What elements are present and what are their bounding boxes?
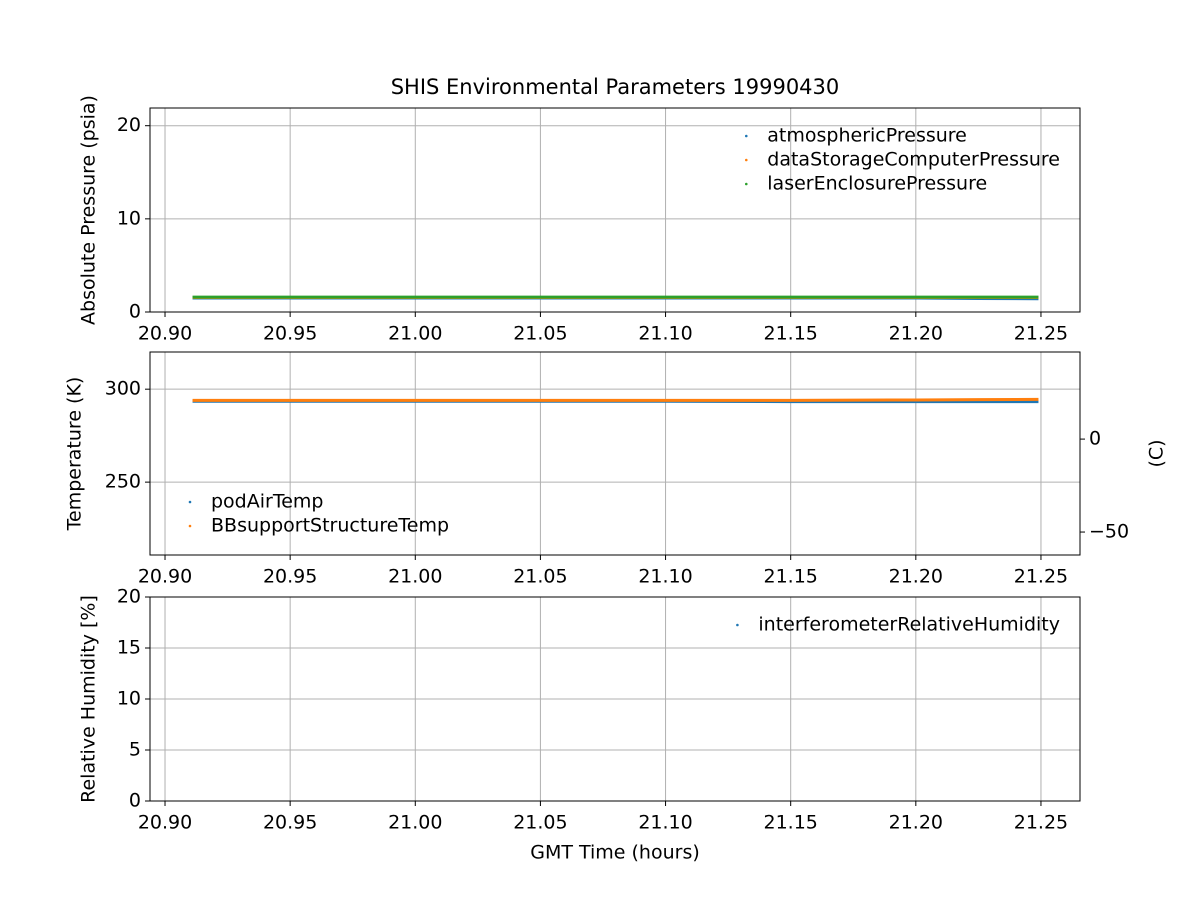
x-tick-label: 20.95 [263,566,317,588]
y-tick-label: 15 [117,637,141,659]
legend-marker [736,623,739,627]
y2-axis-label: (C) [1146,439,1168,467]
legend-marker [188,500,192,504]
x-tick-label: 20.90 [138,323,192,345]
x-tick-label: 21.00 [388,566,442,588]
x-tick-label: 21.05 [513,812,567,834]
x-tick-label: 21.05 [513,323,567,345]
x-tick-label: 21.00 [388,323,442,345]
x-tick-label: 21.15 [763,323,817,345]
y-tick-label: 20 [117,586,141,608]
legend-marker [744,158,748,162]
legend-label: atmosphericPressure [767,125,967,147]
x-tick-label: 21.10 [638,812,692,834]
series-line [192,397,1039,402]
x-tick-label: 21.15 [763,566,817,588]
y-tick-label: 5 [129,739,141,761]
legend: interferometerRelativeHumidity [736,614,1060,636]
y-tick-label: 10 [117,688,141,710]
x-tick-label: 21.15 [763,812,817,834]
y-axis-label: Relative Humidity [%] [78,595,100,803]
x-tick-label: 21.10 [638,566,692,588]
axes-frame [149,351,1081,556]
y-axis-label: Temperature (K) [64,377,86,532]
x-tick-label: 20.90 [138,812,192,834]
x-tick-label: 20.95 [263,812,317,834]
chart-title: SHIS Environmental Parameters 19990430 [391,75,840,99]
legend-label: dataStorageComputerPressure [767,149,1060,171]
legend-label: interferometerRelativeHumidity [758,614,1060,636]
legend: atmosphericPressuredataStorageComputerPr… [744,125,1060,195]
x-axis-label: GMT Time (hours) [530,842,700,864]
x-tick-label: 21.20 [889,812,943,834]
axes-frame [149,596,1081,802]
legend-marker [744,182,748,186]
x-tick-label: 21.10 [638,323,692,345]
x-tick-label: 20.90 [138,566,192,588]
legend-marker [744,134,748,138]
x-tick-label: 21.25 [1014,323,1068,345]
x-tick-label: 21.00 [388,812,442,834]
y-tick-label: 250 [105,471,141,493]
y-axis-label: Absolute Pressure (psia) [78,95,100,325]
x-tick-label: 21.25 [1014,566,1068,588]
x-tick-label: 20.95 [263,323,317,345]
legend-label: podAirTemp [211,491,323,513]
y-tick-label: 0 [129,301,141,323]
x-tick-label: 21.25 [1014,812,1068,834]
y2-tick-label: 0 [1089,428,1101,450]
legend-label: BBsupportStructureTemp [211,515,449,537]
x-tick-label: 21.20 [889,566,943,588]
legend-marker [188,524,192,528]
x-tick-label: 21.05 [513,566,567,588]
x-tick-label: 21.20 [889,323,943,345]
y-tick-label: 20 [117,114,141,136]
legend-label: laserEnclosurePressure [767,173,987,195]
y-tick-label: 0 [129,790,141,812]
y-tick-label: 300 [105,378,141,400]
y2-tick-label: −50 [1089,521,1129,543]
axes-frame [149,107,1081,313]
y-tick-label: 10 [117,207,141,229]
